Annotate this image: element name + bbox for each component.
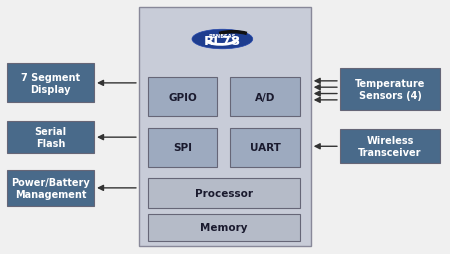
FancyBboxPatch shape [7,122,94,153]
FancyBboxPatch shape [230,128,300,167]
FancyBboxPatch shape [340,69,441,110]
FancyBboxPatch shape [148,78,217,117]
Text: Serial
Flash: Serial Flash [35,127,67,149]
Text: RENESAS: RENESAS [209,34,236,39]
Ellipse shape [192,30,253,50]
FancyBboxPatch shape [148,214,300,241]
FancyBboxPatch shape [148,179,300,208]
Text: GPIO: GPIO [168,92,197,102]
Text: A/D: A/D [255,92,275,102]
FancyBboxPatch shape [148,128,217,167]
Text: Memory: Memory [200,223,248,232]
FancyBboxPatch shape [7,64,94,103]
Text: Processor: Processor [195,188,253,198]
FancyBboxPatch shape [7,170,94,207]
Text: UART: UART [250,143,280,153]
Text: 7 Segment
Display: 7 Segment Display [21,73,80,94]
FancyBboxPatch shape [139,8,311,246]
FancyBboxPatch shape [230,78,300,117]
Text: RL78: RL78 [204,35,241,48]
Text: Power/Battery
Management: Power/Battery Management [11,178,90,199]
Text: Temperature
Sensors (4): Temperature Sensors (4) [355,79,425,101]
Text: SPI: SPI [173,143,192,153]
FancyBboxPatch shape [340,130,441,164]
Text: Wireless
Transceiver: Wireless Transceiver [358,136,422,157]
